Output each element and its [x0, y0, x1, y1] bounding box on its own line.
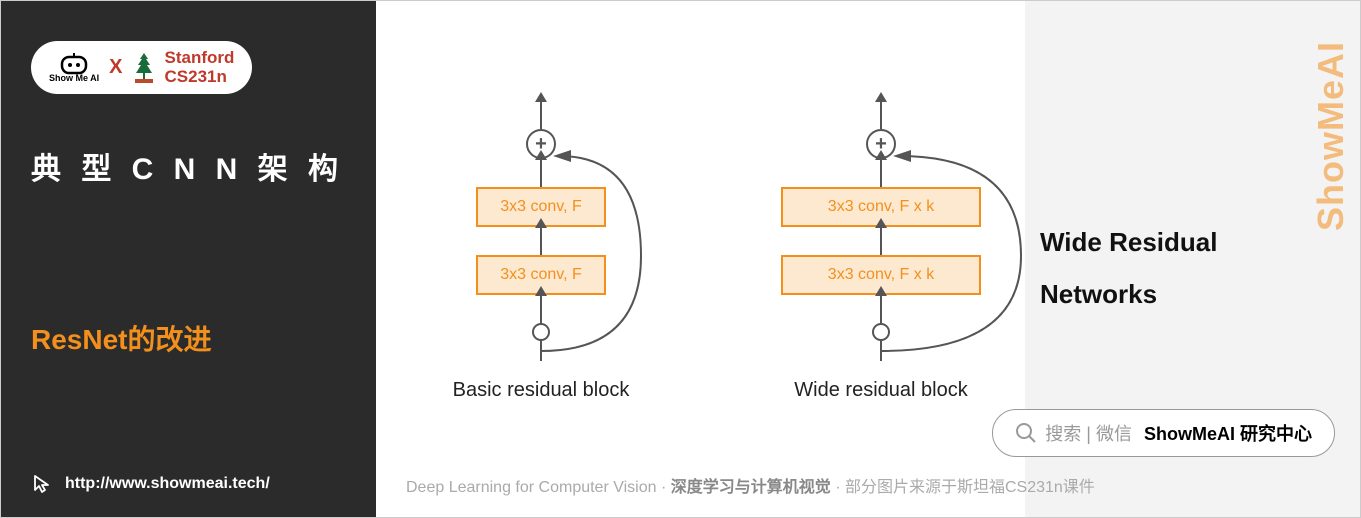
- footer-right: 部分图片来源于斯坦福CS231n课件: [845, 479, 1095, 496]
- url-row: http://www.showmeai.tech/: [31, 473, 270, 495]
- search-strong: ShowMeAI 研究中心: [1144, 420, 1312, 446]
- stanford-label: Stanford CS231n: [165, 49, 235, 86]
- showmeai-icon: Show Me AI: [49, 53, 99, 83]
- arrow-seg: [880, 159, 882, 187]
- footer: Deep Learning for Computer Vision · 深度学习…: [406, 473, 1095, 497]
- diagram-area: + 3x3 conv, F 3x3 conv, F Basic residual…: [426, 101, 1036, 402]
- watermark: ShowMeAI: [1310, 41, 1352, 231]
- sidebar-subtitle: ResNet的改进: [31, 318, 346, 358]
- url-text[interactable]: http://www.showmeai.tech/: [65, 475, 270, 493]
- slide-root: Show Me AI X Stanford CS231n 典 型 C N N 架…: [0, 0, 1361, 518]
- search-pill[interactable]: 搜索 | 微信 ShowMeAI 研究中心: [992, 409, 1335, 457]
- content-area: + 3x3 conv, F 3x3 conv, F Basic residual…: [376, 1, 1360, 517]
- search-icon: [1015, 422, 1037, 444]
- footer-mid: 深度学习与计算机视觉: [671, 479, 831, 496]
- arrow-seg: [540, 227, 542, 255]
- basic-label: Basic residual block: [453, 379, 630, 402]
- input-node: [532, 323, 550, 341]
- input-node: [872, 323, 890, 341]
- basic-block: + 3x3 conv, F 3x3 conv, F Basic residual…: [426, 101, 656, 402]
- wide-block: + 3x3 conv, F x k 3x3 conv, F x k Wide r…: [726, 101, 1036, 402]
- search-prefix: 搜索 | 微信: [1045, 420, 1132, 446]
- arrow-seg: [880, 227, 882, 255]
- footer-left: Deep Learning for Computer Vision: [406, 479, 657, 496]
- footer-sep2: ·: [831, 479, 845, 496]
- wide-label: Wide residual block: [794, 379, 967, 402]
- cursor-icon: [31, 473, 53, 495]
- badge-separator: X: [109, 56, 122, 79]
- arrow-top: [540, 101, 542, 129]
- ai-icon-label: Show Me AI: [49, 73, 99, 83]
- arrow-seg: [540, 159, 542, 187]
- arrow-input: [880, 341, 882, 361]
- sidebar: Show Me AI X Stanford CS231n 典 型 C N N 架…: [1, 1, 376, 517]
- stanford-tree-icon: [133, 51, 155, 85]
- footer-sep1: ·: [657, 479, 671, 496]
- right-title: Wide Residual Networks: [1040, 216, 1320, 320]
- arrow-seg: [540, 295, 542, 323]
- sidebar-title: 典 型 C N N 架 构: [31, 144, 346, 188]
- arrow-top: [880, 101, 882, 129]
- course-badge: Show Me AI X Stanford CS231n: [31, 41, 252, 94]
- stanford-line1: Stanford: [165, 49, 235, 68]
- arrow-seg: [880, 295, 882, 323]
- stanford-line2: CS231n: [165, 68, 235, 87]
- arrow-input: [540, 341, 542, 361]
